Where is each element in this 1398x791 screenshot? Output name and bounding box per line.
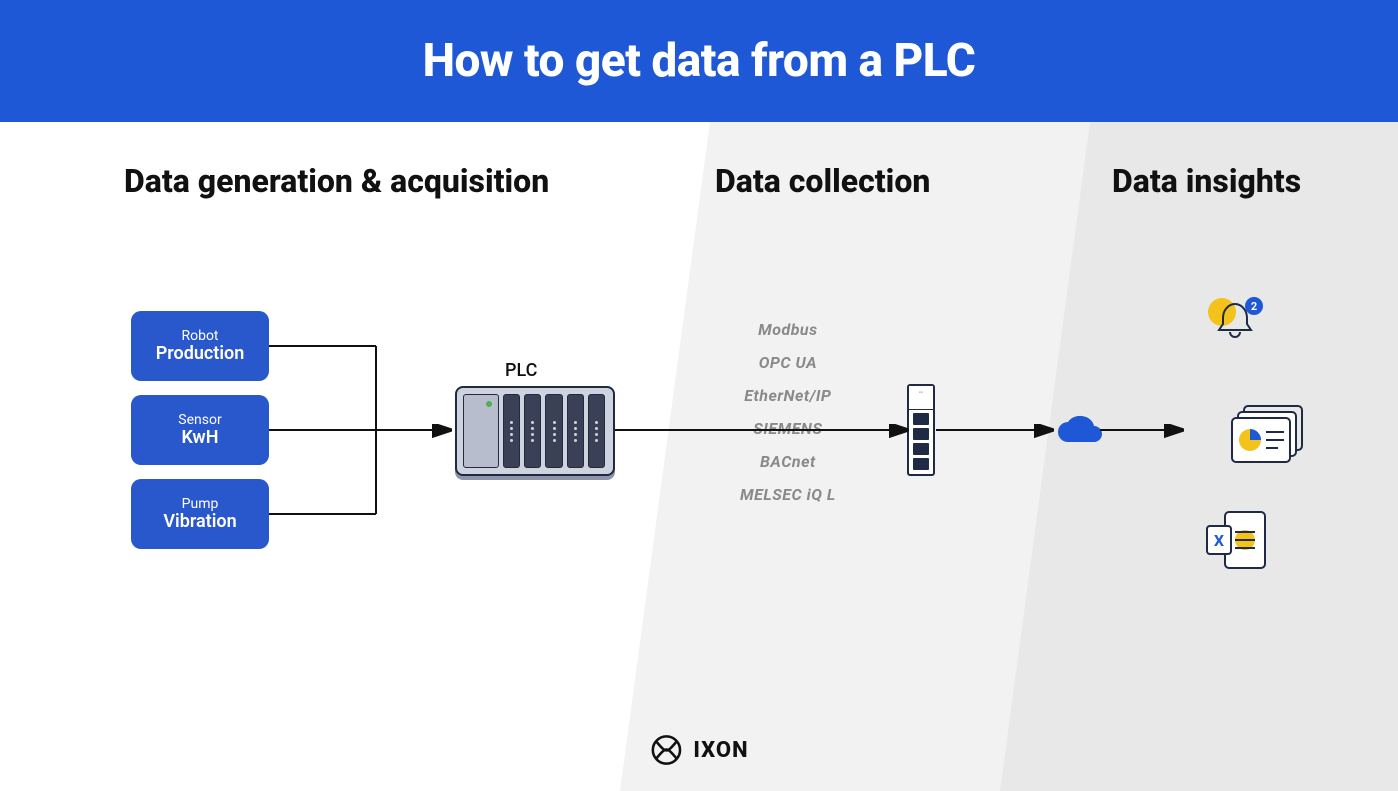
reports-icon	[1230, 402, 1310, 466]
source-title: Pump	[182, 496, 219, 512]
protocol-item: OPC UA	[759, 353, 817, 372]
gateway-device-icon: ◦◦	[907, 384, 935, 476]
header-bar: How to get data from a PLC	[0, 0, 1398, 122]
plc-label: PLC	[505, 360, 537, 381]
section-title-generation: Data generation & acquisition	[124, 162, 549, 200]
source-title: Sensor	[178, 412, 221, 428]
notification-bell-icon: 2	[1200, 292, 1270, 352]
protocol-item: MELSEC iQ L	[740, 485, 836, 504]
protocol-item: EtherNet/IP	[744, 386, 831, 405]
source-box-sensor: Sensor KwH	[131, 395, 269, 465]
source-value: Production	[156, 344, 245, 365]
source-box-pump: Pump Vibration	[131, 479, 269, 549]
diagram-stage: Data generation & acquisition Data colle…	[0, 122, 1398, 791]
protocol-list: Modbus OPC UA EtherNet/IP SIEMENS BACnet…	[740, 320, 836, 504]
brand-mark-icon	[649, 733, 683, 767]
source-title: Robot	[181, 328, 218, 344]
header-title: How to get data from a PLC	[423, 34, 976, 88]
export-document-icon: X	[1205, 510, 1271, 572]
source-box-robot: Robot Production	[131, 311, 269, 381]
section-title-collection: Data collection	[715, 162, 930, 200]
plc-device-icon	[455, 386, 615, 476]
brand-name: IXON	[693, 738, 748, 763]
source-value: KwH	[182, 428, 219, 449]
export-letter: X	[1214, 531, 1224, 550]
protocol-item: Modbus	[758, 320, 817, 339]
protocol-item: SIEMENS	[753, 419, 822, 438]
protocol-item: BACnet	[760, 452, 816, 471]
cloud-icon	[1050, 412, 1106, 452]
notification-badge-count: 2	[1251, 300, 1257, 313]
section-title-insights: Data insights	[1112, 162, 1301, 200]
brand-logo: IXON	[649, 733, 748, 767]
source-value: Vibration	[163, 512, 236, 533]
